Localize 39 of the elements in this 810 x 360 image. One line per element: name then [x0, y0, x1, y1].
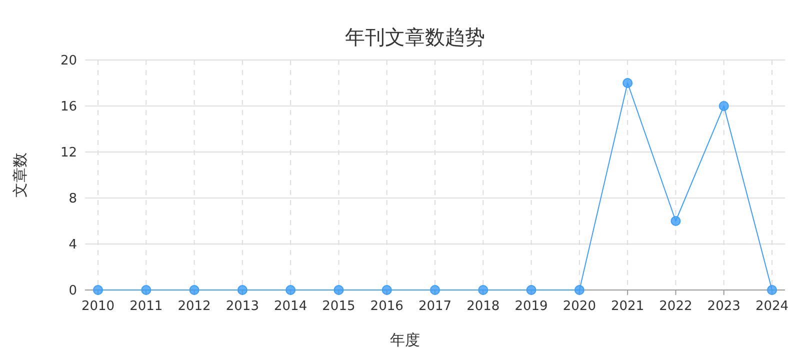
- x-tick-label: 2011: [130, 299, 163, 314]
- x-tick-label: 2022: [659, 299, 692, 314]
- y-tick-label: 20: [60, 54, 77, 68]
- x-tick-label: 2013: [226, 299, 259, 314]
- y-tick-label: 4: [68, 238, 77, 252]
- point: [382, 285, 392, 295]
- x-axis-title: 年度: [390, 331, 420, 349]
- y-tick-label: 0: [68, 284, 77, 298]
- point: [286, 285, 296, 295]
- x-tick-label: 2024: [755, 299, 789, 314]
- point: [622, 78, 633, 88]
- point: [430, 285, 440, 295]
- point: [574, 285, 584, 295]
- x-tick-label: 2012: [178, 299, 211, 314]
- x-tick-label: 2014: [274, 299, 308, 314]
- point: [334, 285, 344, 295]
- point: [237, 285, 248, 295]
- chart-title: 年刊文章数趋势: [345, 25, 485, 49]
- point: [767, 285, 777, 295]
- point: [189, 285, 200, 295]
- x-tick-label: 2023: [707, 299, 740, 314]
- y-tick-label: 8: [68, 192, 77, 206]
- point: [526, 285, 536, 295]
- point: [718, 101, 729, 111]
- x-tick-label: 2019: [514, 299, 548, 314]
- y-tick-label: 12: [60, 146, 77, 160]
- x-tick-label: 2010: [81, 299, 115, 314]
- point: [478, 285, 488, 295]
- x-tick-label: 2021: [611, 299, 644, 314]
- point: [93, 285, 103, 295]
- x-tick-label: 2015: [322, 299, 356, 314]
- x-tick-label: 2016: [370, 299, 404, 314]
- y-tick-label: 16: [60, 100, 77, 114]
- x-tick-label: 2020: [562, 299, 596, 314]
- point: [670, 216, 681, 226]
- y-axis-title: 文章数: [11, 152, 29, 198]
- x-tick-label: 2018: [466, 299, 500, 314]
- point: [141, 285, 152, 295]
- x-tick-label: 2017: [418, 299, 452, 314]
